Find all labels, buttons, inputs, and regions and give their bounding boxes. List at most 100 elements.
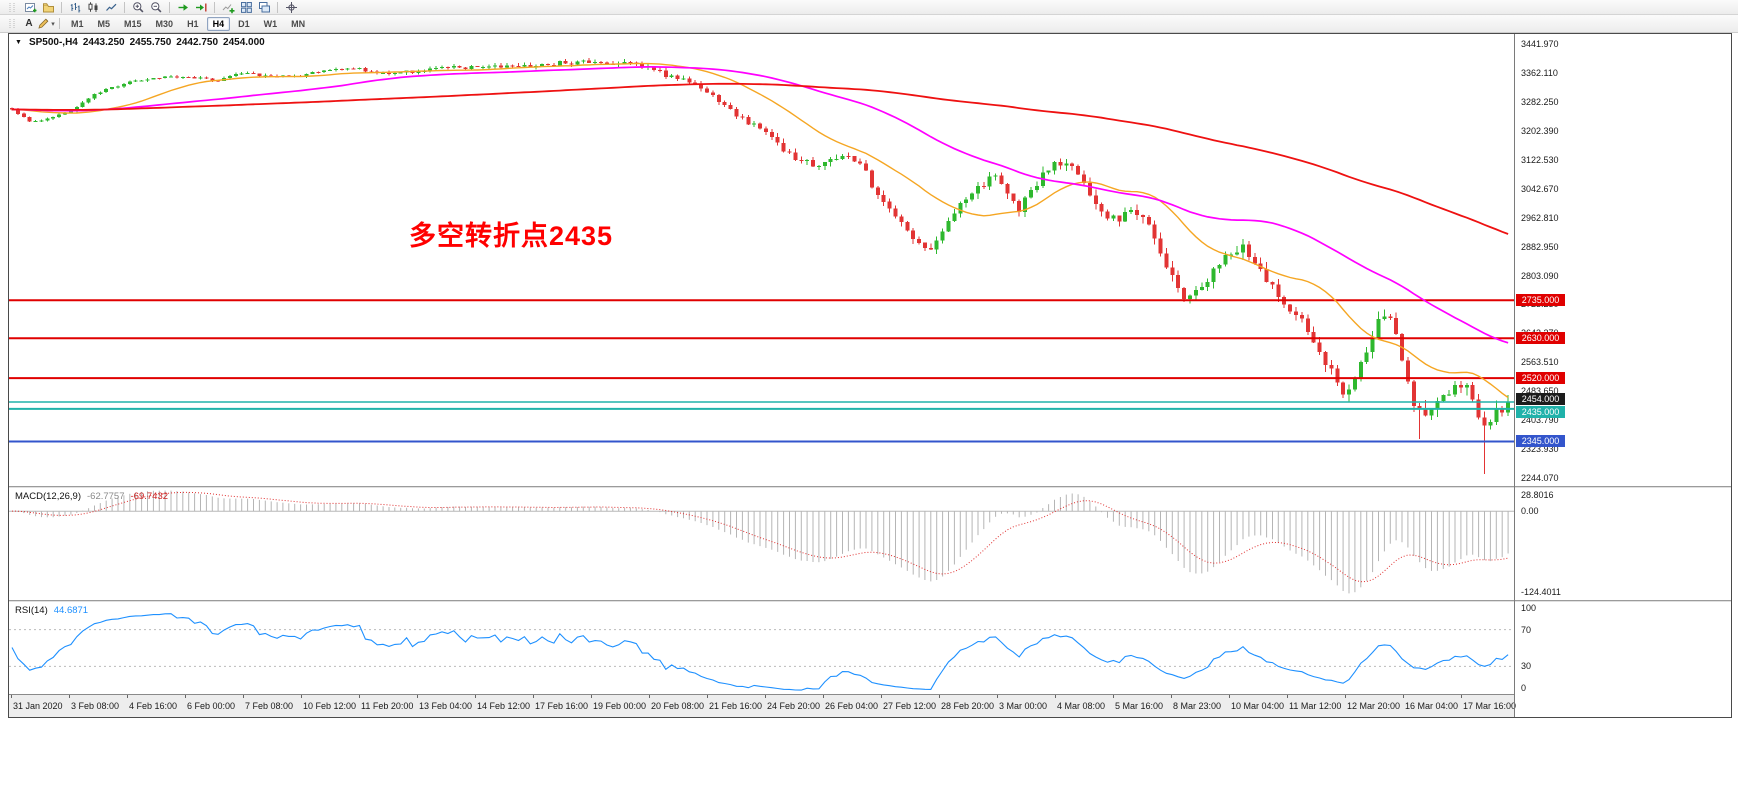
profiles-button[interactable] bbox=[39, 0, 57, 14]
time-axis-label: 27 Feb 12:00 bbox=[883, 701, 937, 711]
price-axis[interactable]: 3441.970 3362.110 3282.250 3202.390 3122.530… bbox=[1514, 34, 1731, 717]
main-price-chart[interactable] bbox=[9, 34, 1514, 486]
time-tick bbox=[939, 695, 940, 698]
rsi-axis-label: 30 bbox=[1521, 661, 1532, 671]
chart-annotation-text[interactable]: 多空转折点2435 bbox=[409, 221, 614, 251]
macd-signal-line bbox=[11, 491, 1509, 583]
new-chart-button[interactable] bbox=[21, 0, 39, 14]
timeframe-M5[interactable]: M5 bbox=[97, 18, 111, 29]
ohlc-close: 2454.000 bbox=[223, 37, 265, 48]
candlestick-chart-button[interactable] bbox=[84, 0, 102, 14]
bar-chart-button[interactable] bbox=[66, 0, 84, 14]
price-axis-label: 2483.650 bbox=[1521, 386, 1559, 396]
time-axis-label: 11 Feb 20:00 bbox=[361, 701, 414, 711]
timeframe-MN[interactable]: MN bbox=[291, 18, 306, 29]
time-axis-label: 26 Feb 04:00 bbox=[825, 701, 879, 711]
cascade-windows-button[interactable] bbox=[255, 0, 273, 14]
dropdown-arrow-icon: ▾ bbox=[51, 20, 55, 28]
candles-icon bbox=[87, 1, 100, 14]
ma-150-line[interactable] bbox=[12, 82, 1509, 235]
time-axis-label: 19 Feb 00:00 bbox=[593, 701, 647, 711]
grip-icon bbox=[6, 17, 19, 30]
timeframe-H4[interactable]: H4 bbox=[206, 16, 231, 31]
time-tick bbox=[243, 695, 244, 698]
time-tick bbox=[533, 695, 534, 698]
chart-ohlc-label: ▼ SP500-,H4 2443.250 2455.750 2442.750 2454.0… bbox=[15, 37, 265, 48]
tile-windows-button[interactable] bbox=[237, 0, 255, 14]
time-axis-label: 12 Mar 20:00 bbox=[1347, 701, 1401, 711]
time-tick bbox=[1113, 695, 1114, 698]
time-axis-label: 11 Mar 12:00 bbox=[1289, 701, 1342, 711]
time-tick bbox=[823, 695, 824, 698]
time-axis-label: 21 Feb 16:00 bbox=[709, 701, 763, 711]
macd-main-value: -62.7757 bbox=[87, 491, 125, 502]
ma-20-line[interactable] bbox=[11, 62, 1509, 399]
price-axis-label: 2803.090 bbox=[1521, 271, 1559, 281]
time-axis-label: 24 Feb 20:00 bbox=[767, 701, 821, 711]
macd-panel[interactable] bbox=[9, 488, 1514, 600]
timeframe-M30[interactable]: M30 bbox=[155, 18, 174, 29]
time-tick bbox=[359, 695, 360, 698]
timeframe-toolbar: A ▾ M1 M5 M15 M30 H1 H4 D1 W1 MN bbox=[0, 15, 1738, 33]
time-tick bbox=[649, 695, 650, 698]
timeframe-M15[interactable]: M15 bbox=[124, 18, 142, 29]
indicators-button[interactable] bbox=[219, 0, 237, 14]
time-axis-label: 14 Feb 12:00 bbox=[477, 701, 531, 711]
time-axis-label: 4 Mar 08:00 bbox=[1057, 701, 1106, 711]
time-axis-label: 17 Mar 16:00 bbox=[1463, 701, 1517, 711]
linechart-icon bbox=[105, 1, 118, 14]
macd-axis-label: -124.4011 bbox=[1521, 587, 1561, 597]
crosshair-button[interactable] bbox=[282, 0, 300, 14]
pencil-icon bbox=[37, 17, 50, 30]
candles-layer bbox=[10, 58, 1511, 474]
time-tick bbox=[475, 695, 476, 698]
scroll-icon bbox=[177, 1, 190, 14]
timeframe-H1[interactable]: H1 bbox=[187, 18, 199, 29]
grip-icon bbox=[6, 1, 19, 14]
toolbar-separator bbox=[214, 1, 215, 13]
ma-55-line[interactable] bbox=[12, 66, 1509, 344]
time-axis[interactable]: 31 Jan 2020 3 Feb 08:00 4 Feb 16:00 6 Feb 0… bbox=[9, 694, 1517, 717]
price-axis-label: 2323.930 bbox=[1521, 444, 1559, 454]
time-axis-label: 16 Mar 04:00 bbox=[1405, 701, 1459, 711]
time-axis-label: 7 Feb 08:00 bbox=[245, 701, 294, 711]
auto-scroll-button[interactable] bbox=[174, 0, 192, 14]
tile-icon bbox=[240, 1, 253, 14]
time-axis-label: 13 Feb 04:00 bbox=[419, 701, 473, 711]
time-tick bbox=[417, 695, 418, 698]
toolbar-separator bbox=[277, 1, 278, 13]
chart-shift-button[interactable] bbox=[192, 0, 210, 14]
time-tick bbox=[1055, 695, 1056, 698]
rsi-label: RSI(14) 44.6871 bbox=[15, 605, 88, 616]
zoom-in-button[interactable] bbox=[129, 0, 147, 14]
rsi-panel[interactable] bbox=[9, 602, 1514, 694]
timeframe-D1[interactable]: D1 bbox=[238, 18, 250, 29]
timeframe-M1[interactable]: M1 bbox=[71, 18, 84, 29]
panel-splitter-rsi[interactable] bbox=[9, 600, 1731, 602]
time-axis-label: 17 Feb 16:00 bbox=[535, 701, 589, 711]
toolbar-grip[interactable] bbox=[3, 17, 21, 31]
time-tick bbox=[1287, 695, 1288, 698]
time-tick bbox=[301, 695, 302, 698]
time-axis-label: 8 Mar 23:00 bbox=[1173, 701, 1222, 711]
line-chart-button[interactable] bbox=[102, 0, 120, 14]
draw-objects-button[interactable]: ▾ bbox=[37, 17, 55, 31]
text-label-button[interactable]: A bbox=[25, 18, 33, 29]
time-axis-label: 20 Feb 08:00 bbox=[651, 701, 705, 711]
toolbar-separator bbox=[61, 1, 62, 13]
window-menu-icon[interactable]: ▼ bbox=[15, 39, 22, 46]
ohlc-low: 2442.750 bbox=[176, 37, 219, 48]
macd-name: MACD(12,26,9) bbox=[15, 491, 81, 502]
timeframe-W1[interactable]: W1 bbox=[263, 18, 278, 29]
price-axis-label: 2962.810 bbox=[1521, 213, 1559, 223]
toolbar-grip[interactable] bbox=[3, 0, 21, 14]
panel-splitter-macd[interactable] bbox=[9, 486, 1731, 488]
macd-histogram bbox=[11, 490, 1509, 594]
indicators-icon bbox=[222, 1, 235, 14]
price-axis-label: 3282.250 bbox=[1521, 97, 1559, 107]
macd-label: MACD(12,26,9) -62.7757 -69.7432 bbox=[15, 491, 168, 502]
time-tick bbox=[765, 695, 766, 698]
price-tag-2735.000: 2735.000 bbox=[1516, 294, 1565, 306]
price-axis-label: 3122.530 bbox=[1521, 155, 1559, 165]
zoom-out-button[interactable] bbox=[147, 0, 165, 14]
